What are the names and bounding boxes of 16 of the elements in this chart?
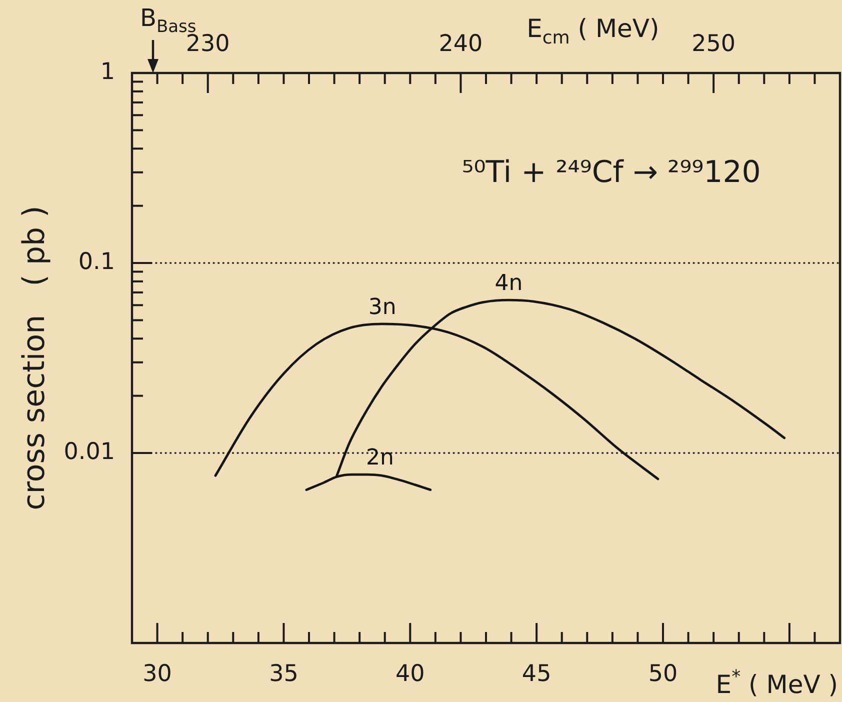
- y-axis-title: cross section ( pb ): [17, 206, 52, 510]
- series-label: 3n: [368, 294, 396, 320]
- x-tick-label: 30: [142, 660, 172, 687]
- x-tick-label: 50: [648, 660, 678, 687]
- x-tick-label: 45: [522, 660, 552, 687]
- x2-tick-label: 240: [438, 31, 483, 58]
- y-tick-label: 1: [100, 58, 115, 85]
- series-label: 2n: [366, 446, 394, 471]
- y-tick-label: 0.1: [78, 248, 115, 275]
- y-tick-label: 0.01: [64, 438, 115, 465]
- x2-tick-label: 250: [692, 31, 736, 58]
- x-tick-label: 40: [396, 660, 425, 687]
- series-label: 4n: [494, 271, 523, 296]
- x-axis-title: E* ( MeV ): [716, 666, 838, 699]
- x-tick-label: 35: [269, 660, 298, 687]
- text: ⁵⁰Ti + ²⁴⁹Cf → ²⁹⁹120: [462, 155, 761, 190]
